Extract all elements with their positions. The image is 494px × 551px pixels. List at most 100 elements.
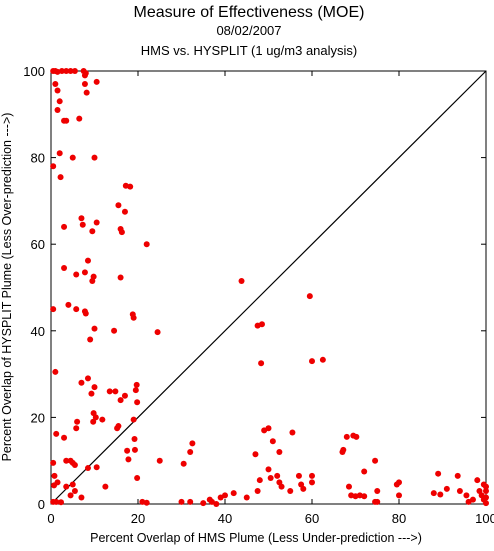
- data-points: [50, 68, 489, 507]
- scatter-point: [118, 229, 125, 236]
- scatter-point: [67, 68, 74, 74]
- scatter-point: [187, 498, 194, 505]
- scatter-point: [178, 498, 185, 505]
- scatter-point: [91, 325, 98, 332]
- scatter-point: [56, 98, 63, 105]
- scatter-point: [114, 425, 121, 432]
- x-tick-label: 0: [47, 511, 54, 526]
- scatter-point: [81, 72, 88, 79]
- scatter-point: [483, 500, 489, 507]
- scatter-point: [267, 475, 274, 482]
- scatter-point: [309, 472, 315, 479]
- scatter-point: [353, 433, 360, 440]
- scatter-point: [319, 356, 326, 363]
- scatter-point: [454, 472, 461, 479]
- scatter-point: [63, 117, 70, 124]
- scatter-point: [143, 241, 150, 248]
- scatter-point: [93, 78, 100, 85]
- scatter-point: [117, 397, 124, 404]
- scatter-point: [252, 451, 259, 458]
- x-tick-label: 80: [392, 511, 406, 526]
- scatter-point: [57, 174, 64, 181]
- scatter-point: [393, 481, 400, 488]
- scatter-point: [131, 446, 138, 453]
- scatter-point: [289, 429, 296, 436]
- scatter-point: [61, 434, 68, 441]
- scatter-point: [69, 481, 76, 488]
- scatter-point: [258, 360, 265, 367]
- scatter-point: [81, 269, 88, 276]
- scatter-point: [92, 414, 99, 421]
- scatter-point: [73, 425, 80, 432]
- scatter-point: [156, 457, 163, 464]
- y-axis-label: Percent Overlap of HYSPLIT Plume (Less O…: [0, 113, 14, 462]
- scatter-point: [309, 479, 315, 486]
- scatter-point: [115, 202, 122, 209]
- scatter-point: [430, 490, 437, 497]
- scatter-point: [435, 470, 442, 477]
- scatter-point: [81, 80, 88, 87]
- y-tick-label: 0: [38, 497, 45, 512]
- scatter-point: [154, 329, 161, 336]
- scatter-point: [437, 491, 444, 498]
- scatter-point: [89, 228, 96, 235]
- scatter-point: [133, 381, 140, 388]
- scatter-point: [50, 306, 57, 313]
- scatter-point: [254, 488, 261, 495]
- scatter-point: [213, 501, 220, 507]
- scatter-point: [79, 221, 86, 228]
- scatter-point: [73, 271, 80, 278]
- scatter-point: [483, 494, 489, 501]
- scatter-point: [256, 477, 263, 484]
- scatter-point: [276, 449, 283, 456]
- scatter-point: [93, 219, 100, 226]
- scatter-point: [480, 481, 487, 488]
- scatter-point: [134, 475, 141, 482]
- scatter-point: [474, 477, 481, 484]
- scatter-point: [121, 208, 128, 215]
- y-tick-label: 80: [31, 151, 45, 166]
- scatter-point: [238, 278, 245, 285]
- scatter-point: [58, 68, 65, 74]
- scatter-point: [124, 447, 131, 454]
- scatter-point: [134, 399, 141, 406]
- scatter-point: [265, 425, 272, 432]
- scatter-point: [443, 485, 450, 492]
- scatter-point: [130, 416, 137, 423]
- y-tick-label: 60: [31, 237, 45, 252]
- scatter-point: [91, 384, 98, 391]
- chart-title: Measure of Effectiveness (MOE): [134, 4, 365, 21]
- scatter-point: [67, 492, 74, 499]
- scatter-point: [73, 306, 80, 313]
- scatter-point: [306, 293, 313, 300]
- scatter-point: [90, 418, 97, 425]
- scatter-point: [51, 472, 58, 479]
- scatter-point: [93, 464, 100, 471]
- scatter-point: [53, 498, 60, 505]
- scatter-point: [121, 392, 128, 399]
- scatter-point: [78, 494, 85, 501]
- scatter-point: [130, 314, 137, 321]
- scatter-point: [63, 68, 70, 74]
- scatter-point: [50, 163, 57, 170]
- scatter-point: [269, 438, 276, 445]
- x-tick-label: 60: [305, 511, 319, 526]
- scatter-point: [111, 327, 118, 334]
- scatter-point: [187, 449, 194, 456]
- scatter-point: [287, 488, 294, 495]
- scatter-point: [52, 368, 59, 375]
- x-tick-label: 100: [475, 511, 494, 526]
- scatter-point: [56, 150, 63, 157]
- scatter-point: [117, 274, 124, 281]
- y-tick-label: 20: [31, 410, 45, 425]
- one-to-one-reference-line: [50, 70, 487, 505]
- scatter-point: [465, 498, 472, 505]
- scatter-point: [63, 483, 70, 490]
- scatter-point: [243, 494, 250, 501]
- scatter-point: [78, 215, 85, 222]
- scatter-point: [82, 310, 89, 317]
- plot-area-frame: [50, 70, 487, 505]
- scatter-point: [143, 499, 150, 506]
- scatter-point: [69, 154, 76, 161]
- scatter-point: [71, 462, 78, 469]
